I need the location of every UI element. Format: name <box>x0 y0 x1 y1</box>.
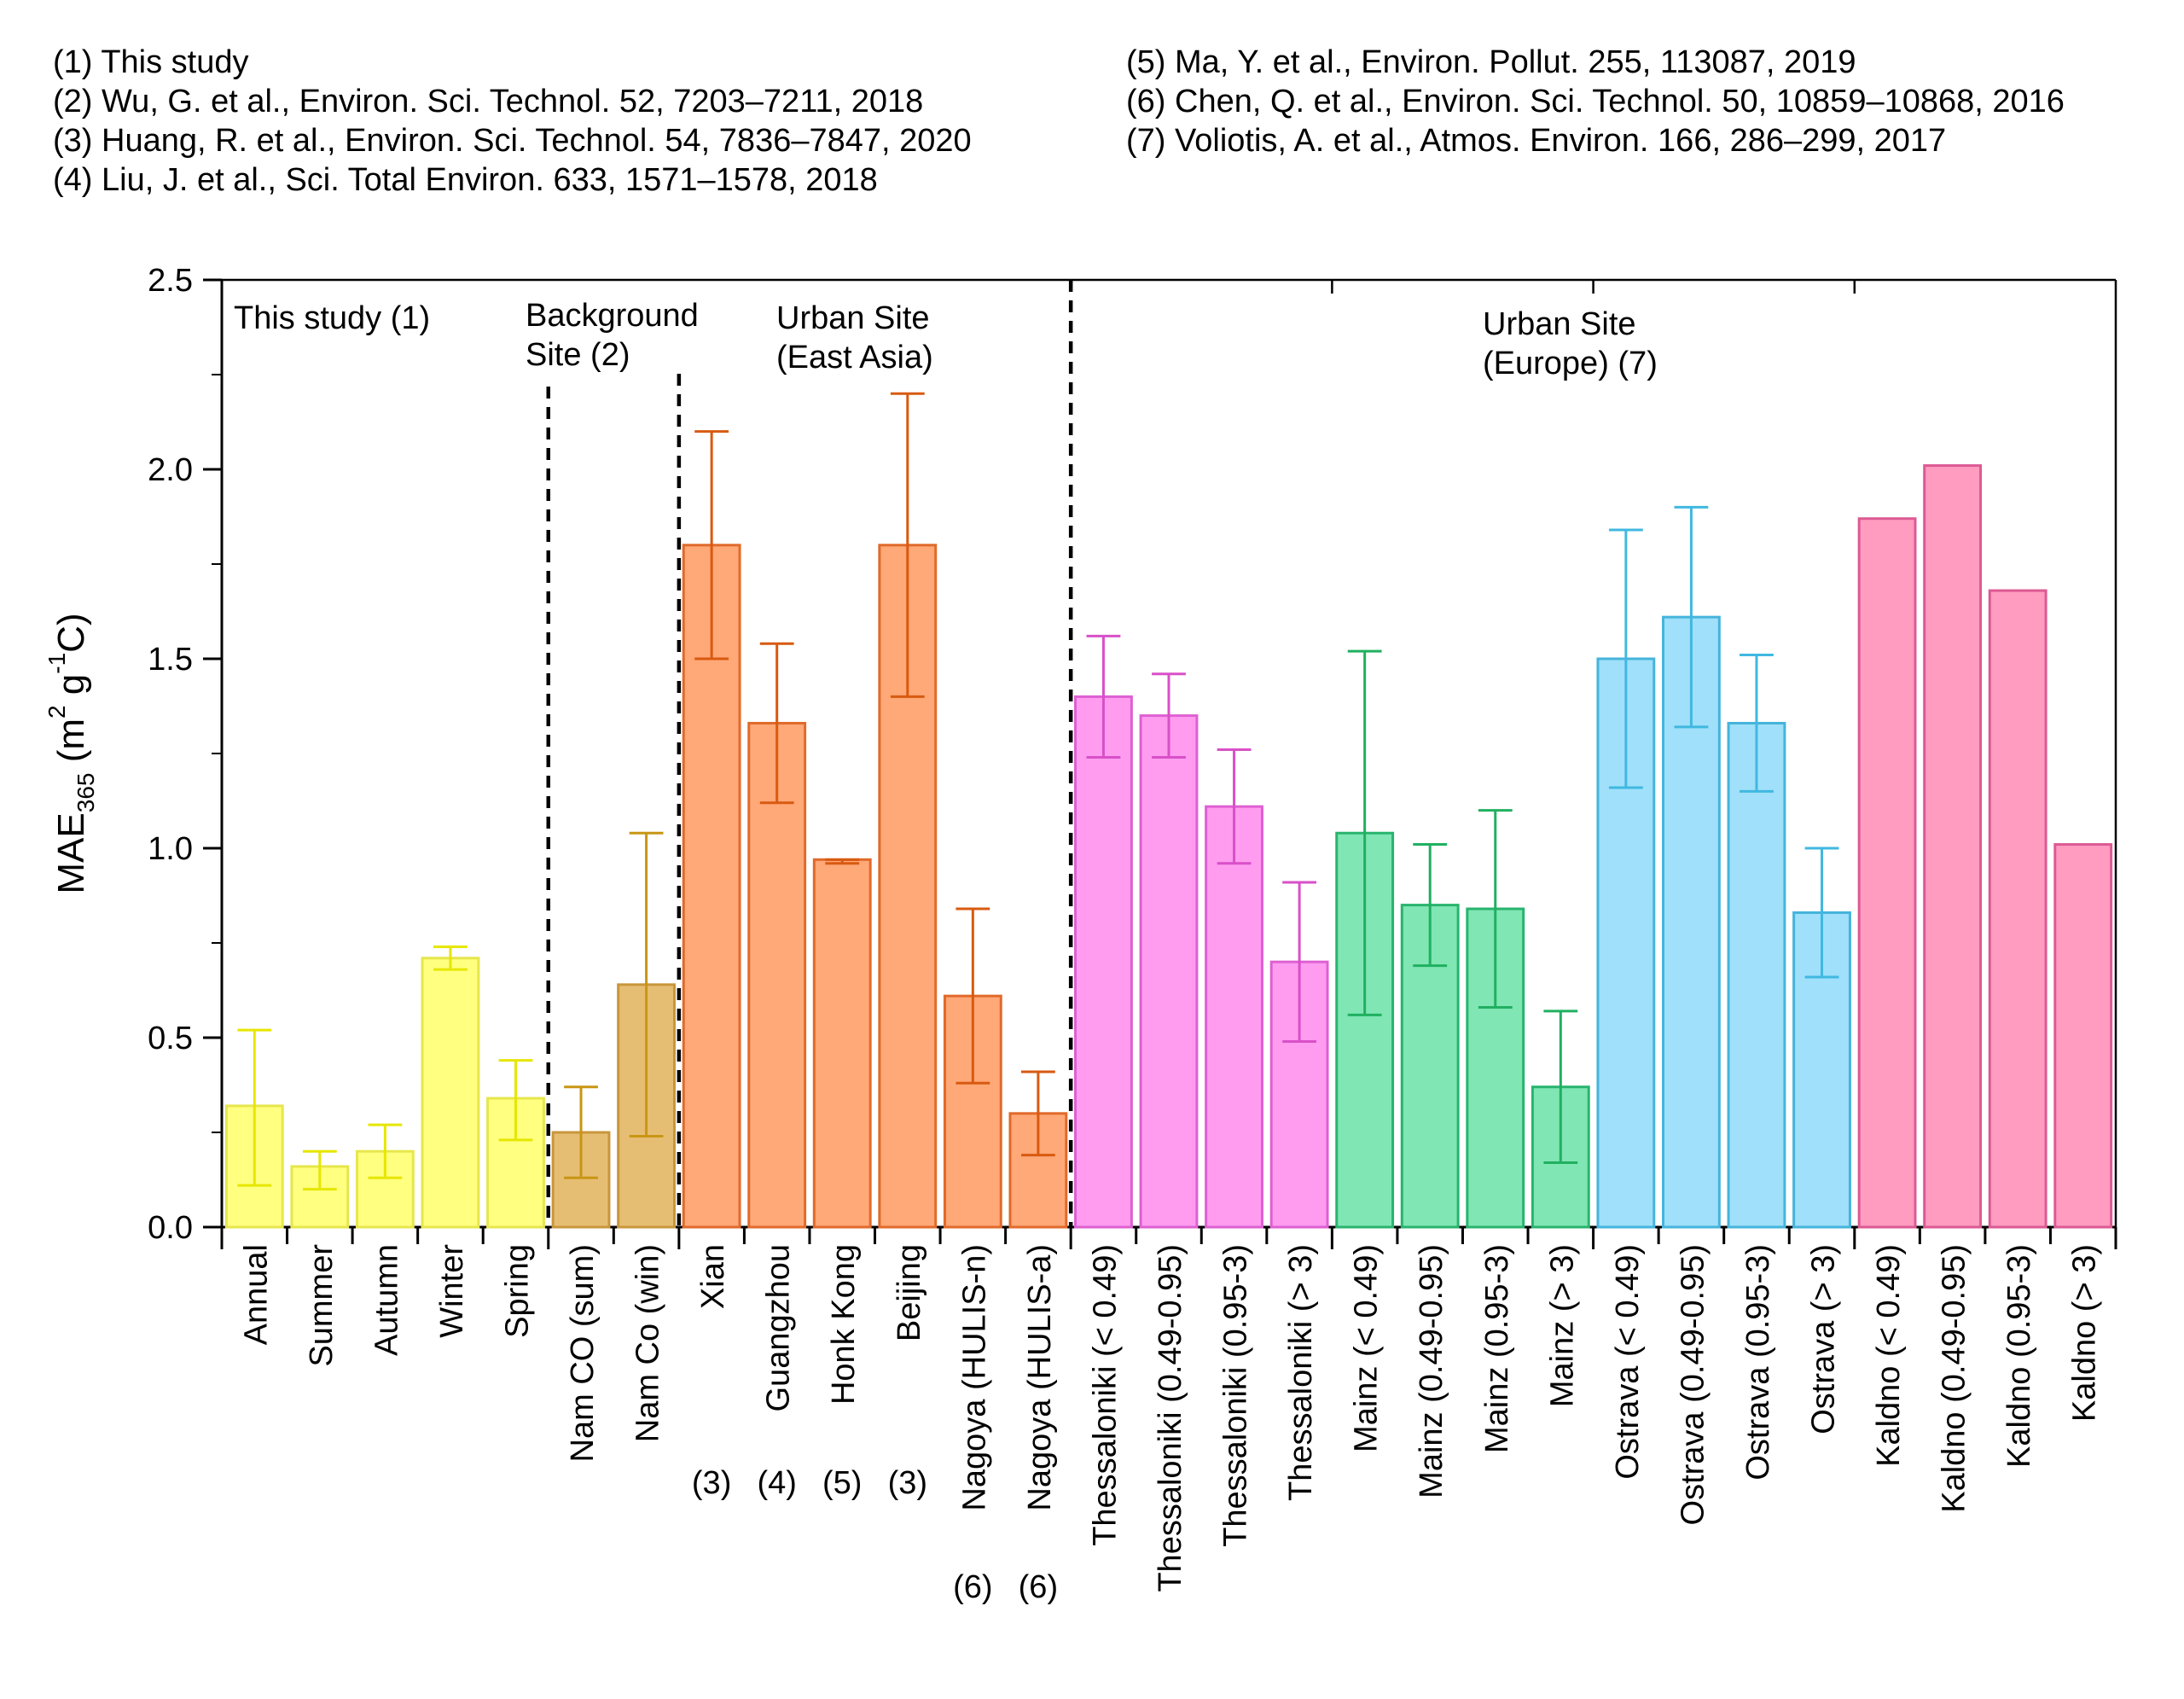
x-tick-label: Kaldno (0.49-0.95) <box>1937 1244 1972 1513</box>
reference-1: (1) This study <box>53 44 249 80</box>
y-tick-label: 0.5 <box>148 1021 193 1056</box>
bar-25 <box>1857 517 1917 1229</box>
y-axis-label: MAE365 (m2 g-1C) <box>44 613 99 893</box>
y-tick-label: 2.5 <box>148 263 193 299</box>
bar-23 <box>1727 721 1786 1229</box>
reference-7: (7) Voliotis, A. et al., Atmos. Environ.… <box>1126 123 1947 159</box>
group-label: Site (2) <box>526 337 630 373</box>
bar-19 <box>1466 907 1525 1229</box>
x-tick-label: Kaldno (< 0.49) <box>1871 1244 1907 1467</box>
group-label: Background <box>526 298 699 334</box>
reference-mark: (3) <box>888 1465 927 1501</box>
x-tick-label: Kaldno (> 3) <box>2067 1244 2103 1422</box>
bar-28 <box>2053 843 2113 1229</box>
x-tick-label: Thessaloniki (> 3) <box>1283 1244 1319 1501</box>
reference-mark: (5) <box>822 1465 862 1501</box>
y-tick-label: 0.0 <box>148 1210 193 1246</box>
x-tick-label: Ostrava (0.95-3) <box>1740 1244 1776 1481</box>
reference-6: (6) Chen, Q. et al., Environ. Sci. Techn… <box>1126 84 2065 119</box>
x-tick-label: Mainz (0.95-3) <box>1479 1244 1515 1453</box>
group-label: This study (1) <box>234 300 430 336</box>
x-tick-label: Honk Kong <box>826 1244 862 1405</box>
group-label: Urban Site <box>776 300 930 336</box>
x-tick-label: Spring <box>499 1244 535 1338</box>
x-tick-label: Summer <box>304 1244 340 1367</box>
bar-13 <box>1074 695 1133 1229</box>
reference-2: (2) Wu, G. et al., Environ. Sci. Technol… <box>53 84 924 119</box>
x-tick-label: Beijing <box>892 1244 927 1341</box>
x-tick-label: Xian <box>695 1244 731 1309</box>
x-tick-label: Nam CO (sum) <box>565 1244 601 1462</box>
bar-26 <box>1923 464 1983 1229</box>
x-tick-label: Nagoya (HULIS-n) <box>956 1244 992 1511</box>
bar-3 <box>421 957 480 1229</box>
x-tick-label: Kaldno (0.95-3) <box>2001 1244 2037 1468</box>
x-tick-label: Mainz (> 3) <box>1544 1244 1580 1407</box>
x-tick-label: Nagoya (HULIS-a) <box>1022 1244 1058 1511</box>
reference-mark: (3) <box>692 1465 731 1501</box>
x-tick-label: Thessaloniki (0.95-3) <box>1218 1244 1254 1547</box>
x-tick-label: Autumn <box>369 1244 404 1356</box>
reference-mark: (6) <box>1019 1569 1058 1605</box>
bar-22 <box>1661 615 1721 1229</box>
x-tick-label: Thessaloniki (< 0.49) <box>1087 1244 1123 1546</box>
bar-9 <box>812 858 872 1229</box>
x-tick-label: Ostrava (< 0.49) <box>1610 1244 1646 1480</box>
reference-list: (1) This study (2) Wu, G. et al., Enviro… <box>0 0 2184 222</box>
group-label: Urban Site <box>1483 306 1636 342</box>
bar-15 <box>1205 805 1263 1229</box>
x-tick-label: Ostrava (> 3) <box>1806 1244 1842 1434</box>
x-tick-label: Mainz (0.49-0.95) <box>1414 1244 1449 1498</box>
x-tick-label: Mainz (< 0.49) <box>1349 1244 1385 1452</box>
y-tick-label: 2.0 <box>148 452 193 488</box>
reference-4: (4) Liu, J. et al., Sci. Total Environ. … <box>53 162 878 198</box>
x-tick-label: Nam Co (win) <box>630 1244 666 1442</box>
bar-27 <box>1988 589 2048 1229</box>
x-tick-label: Annual <box>238 1244 274 1345</box>
group-label: (East Asia) <box>776 340 933 375</box>
reference-3: (3) Huang, R. et al., Environ. Sci. Tech… <box>53 123 972 159</box>
reference-5: (5) Ma, Y. et al., Environ. Pollut. 255,… <box>1126 44 1856 80</box>
x-tick-label: Ostrava (0.49-0.95) <box>1675 1244 1711 1525</box>
y-tick-label: 1.5 <box>148 642 193 678</box>
x-tick-label: Thessaloniki (0.49-0.95) <box>1153 1244 1188 1592</box>
reference-mark: (4) <box>757 1465 796 1501</box>
bar-14 <box>1139 714 1199 1229</box>
reference-mark: (6) <box>953 1569 992 1605</box>
x-tick-label: Guangzhou <box>761 1244 797 1412</box>
x-tick-label: Winter <box>434 1244 470 1338</box>
group-label: (Europe) (7) <box>1483 346 1658 381</box>
bar-8 <box>747 721 807 1229</box>
y-tick-label: 1.0 <box>148 831 193 867</box>
